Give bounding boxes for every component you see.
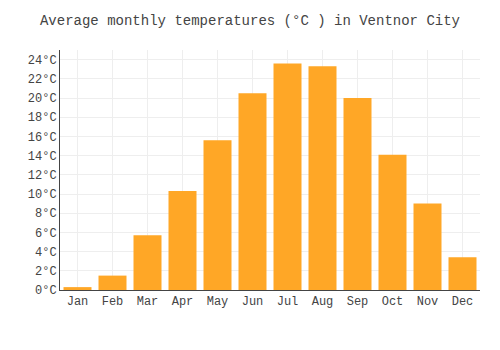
svg-text:May: May — [207, 295, 229, 309]
svg-text:2°C: 2°C — [35, 265, 57, 279]
svg-text:Jun: Jun — [242, 295, 264, 309]
svg-text:Nov: Nov — [417, 295, 439, 309]
svg-text:Aug: Aug — [312, 295, 334, 309]
svg-text:6°C: 6°C — [35, 227, 57, 241]
svg-text:22°C: 22°C — [28, 73, 57, 87]
svg-text:12°C: 12°C — [28, 169, 57, 183]
svg-text:16°C: 16°C — [28, 131, 57, 145]
svg-text:Oct: Oct — [382, 295, 404, 309]
svg-text:20°C: 20°C — [28, 92, 57, 106]
svg-text:Mar: Mar — [137, 295, 159, 309]
svg-text:24°C: 24°C — [28, 54, 57, 68]
svg-text:Feb: Feb — [102, 295, 124, 309]
svg-text:Jul: Jul — [277, 295, 299, 309]
svg-text:18°C: 18°C — [28, 111, 57, 125]
svg-text:4°C: 4°C — [35, 246, 57, 260]
svg-text:Sep: Sep — [347, 295, 369, 309]
svg-text:Jan: Jan — [67, 295, 89, 309]
svg-text:Dec: Dec — [452, 295, 474, 309]
svg-text:Apr: Apr — [172, 295, 194, 309]
svg-text:14°C: 14°C — [28, 150, 57, 164]
svg-text:Average monthly temperatures (: Average monthly temperatures (°C ) in Ve… — [40, 13, 460, 29]
svg-text:8°C: 8°C — [35, 207, 57, 221]
svg-text:0°C: 0°C — [35, 284, 57, 298]
svg-text:10°C: 10°C — [28, 188, 57, 202]
